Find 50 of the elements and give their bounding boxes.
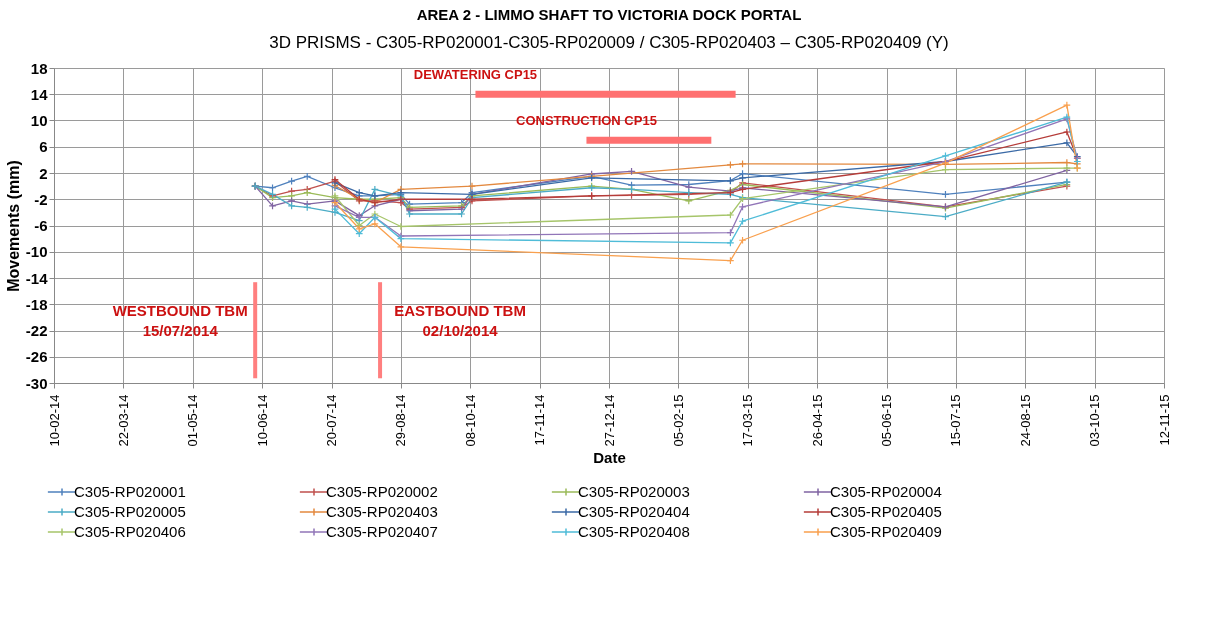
y-tick-label: 10 — [30, 112, 48, 129]
x-tick-label: 22-03-14 — [115, 394, 131, 447]
legend-label: C305-RP020004 — [830, 483, 942, 500]
legend-label: C305-RP020404 — [578, 503, 690, 520]
x-tick-label: 26-04-15 — [809, 394, 825, 447]
x-tick-label: 05-02-15 — [670, 394, 686, 447]
x-tick-label: 15-07-15 — [948, 394, 964, 447]
ref-line-label: WESTBOUND TBM 15/07/2014 — [112, 302, 248, 340]
legend-label: C305-RP020408 — [578, 523, 690, 540]
x-tick-label: 20-07-14 — [324, 394, 339, 447]
x-tick-label: 03-10-15 — [1087, 394, 1103, 447]
x-tick-label: 29-08-14 — [393, 394, 409, 447]
legend-label: C305-RP020403 — [326, 503, 438, 520]
x-tick-label: 01-05-14 — [185, 394, 201, 447]
y-tick-label: -14 — [25, 269, 49, 287]
x-tick-label: 10-06-14 — [254, 394, 270, 447]
chart-subtitle: 3D PRISMS - C305-RP020001-C305-RP020009 / C305-RP020403 – C305-RP020409 (Y) — [269, 33, 949, 52]
series-label: CONSTRUCTION CP15 — [516, 113, 657, 129]
legend-label: C305-RP020409 — [830, 523, 942, 540]
x-tick-label: 10-02-14 — [46, 394, 62, 447]
x-tick-label: 17-03-15 — [740, 394, 756, 447]
x-tick-label: 05-06-15 — [879, 394, 894, 447]
y-tick-label: -6 — [34, 217, 48, 234]
legend-label: C305-RP020407 — [326, 523, 438, 540]
y-tick-label: 18 — [30, 59, 48, 77]
y-tick-label: 2 — [39, 164, 48, 182]
y-tick-label: -30 — [25, 374, 48, 392]
ref-line-label: EASTBOUND TBM 02/10/2014 — [394, 302, 526, 340]
chart-title: AREA 2 - LIMMO SHAFT TO VICTORIA DOCK PORTAL — [416, 6, 802, 23]
series-label: DEWATERING CP15 — [413, 67, 538, 83]
y-axis-title: Movements (mm) — [4, 160, 22, 292]
y-tick-label: -18 — [25, 295, 48, 313]
legend-label: C305-RP020005 — [74, 503, 186, 520]
y-tick-label: 14 — [30, 85, 49, 103]
y-tick-label: -26 — [25, 348, 48, 366]
x-tick-label: 17-11-14 — [532, 394, 548, 446]
x-tick-label: 27-12-14 — [601, 394, 617, 447]
y-tick-label: -22 — [25, 322, 48, 339]
legend-label: C305-RP020003 — [578, 483, 690, 500]
legend-label: C305-RP020001 — [74, 483, 186, 500]
legend-label: C305-RP020406 — [74, 523, 186, 540]
y-tick-label: 6 — [39, 138, 48, 156]
x-tick-label: 08-10-14 — [462, 394, 478, 447]
x-tick-label: 12-11-15 — [1156, 394, 1172, 446]
legend-label: C305-RP020405 — [830, 503, 942, 520]
legend-label: C305-RP020002 — [326, 483, 438, 500]
y-tick-label: -2 — [34, 190, 48, 208]
y-tick-label: -10 — [25, 243, 48, 261]
x-tick-label: 24-08-15 — [1017, 394, 1033, 447]
x-axis-title: Date — [593, 448, 626, 466]
